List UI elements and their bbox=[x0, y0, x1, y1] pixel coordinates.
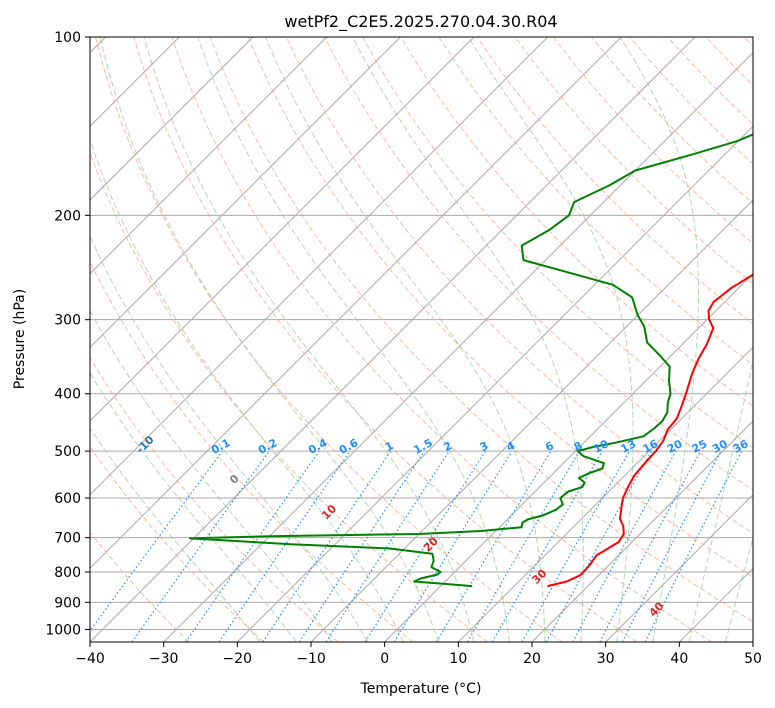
isotherm-line bbox=[236, 125, 753, 642]
mixing-ratio-label: 20 bbox=[665, 437, 685, 456]
mixing-ratio-line bbox=[218, 450, 351, 642]
mixing-ratio-label: 25 bbox=[690, 437, 710, 456]
y-tick-label: 500 bbox=[54, 444, 81, 460]
moist-adiabat-line bbox=[99, 37, 439, 642]
isotherm-line bbox=[163, 51, 753, 642]
y-tick-label: 800 bbox=[54, 565, 81, 581]
x-tick-label: −40 bbox=[75, 651, 105, 667]
grid-lines bbox=[90, 37, 753, 642]
y-tick-label: 100 bbox=[54, 30, 81, 46]
isotherm-line bbox=[90, 37, 696, 642]
mixing-ratio-line bbox=[298, 450, 425, 642]
y-tick-label: 1000 bbox=[45, 622, 81, 638]
mixing-ratio-label: 10 bbox=[591, 437, 611, 456]
isotherm-line bbox=[384, 272, 753, 642]
temperature-line bbox=[547, 273, 753, 588]
mixing-ratio-line bbox=[262, 450, 392, 642]
dry-adiabat-line bbox=[95, 37, 563, 642]
isotherm-line bbox=[531, 420, 753, 642]
moist-adiabat-line bbox=[688, 358, 753, 642]
moist-adiabat-line bbox=[265, 37, 546, 642]
moist-adiabat-line bbox=[143, 37, 475, 642]
dry-adiabat-line bbox=[90, 356, 339, 642]
isotherm-line bbox=[605, 493, 753, 642]
x-tick-label: −10 bbox=[296, 651, 326, 667]
dry-adiabat-line bbox=[438, 37, 753, 366]
dry-adiabat-line bbox=[90, 445, 264, 642]
moist-adiabat-line bbox=[90, 138, 404, 642]
moist-adiabat-line bbox=[90, 371, 297, 642]
mixing-ratio-line bbox=[131, 450, 270, 642]
moist-adiabat-line bbox=[90, 235, 369, 642]
mixing-ratio-label: 36 bbox=[731, 437, 751, 456]
isotherm-line bbox=[90, 37, 475, 422]
mixing-ratio-label: 30 bbox=[710, 437, 730, 456]
mixing-ratio-line bbox=[545, 450, 653, 642]
isotherm-line bbox=[90, 37, 254, 201]
moist-adiabat-line bbox=[197, 37, 510, 642]
x-tick-label: 30 bbox=[597, 651, 615, 667]
y-tick-label: 900 bbox=[54, 595, 81, 611]
mixing-ratio-line bbox=[325, 450, 450, 642]
dry-adiabat-line bbox=[133, 37, 638, 642]
y-tick-label: 300 bbox=[54, 313, 81, 329]
mixing-ratio-line bbox=[185, 450, 320, 642]
axes: −40 −30 −20 −10 0 10 20 30 40 50 100 200 300 400 500 60… bbox=[45, 30, 762, 667]
y-tick-label: 200 bbox=[54, 208, 81, 224]
dry-adiabat-line bbox=[90, 260, 414, 642]
isotherm-line bbox=[90, 37, 401, 349]
x-tick-label: 10 bbox=[449, 651, 467, 667]
isotherm-line bbox=[90, 37, 622, 570]
isotherm-line bbox=[90, 37, 328, 275]
dry-adiabat-line bbox=[209, 37, 753, 623]
mixing-ratio-line bbox=[393, 450, 513, 642]
dry-adiabat-line bbox=[90, 151, 488, 642]
y-tick-label: 400 bbox=[54, 387, 81, 403]
plot-frame bbox=[89, 36, 754, 643]
dry-adiabat-line bbox=[362, 37, 753, 449]
dry-adiabat-line bbox=[247, 37, 753, 578]
mixing-ratio-line bbox=[521, 450, 631, 642]
moist-adiabat-line bbox=[619, 37, 699, 642]
mixing-ratio-line bbox=[644, 450, 743, 642]
x-tick-label: 50 bbox=[744, 651, 762, 667]
dewpoint-line bbox=[188, 133, 753, 588]
dry-adiabat-line bbox=[171, 37, 712, 642]
x-tick-label: −20 bbox=[223, 651, 253, 667]
x-tick-label: 20 bbox=[523, 651, 541, 667]
mixing-ratio-line bbox=[90, 450, 223, 632]
y-axis-title: Pressure (hPa) bbox=[12, 289, 28, 389]
mixing-ratio-line bbox=[572, 450, 677, 642]
y-tick-label: 600 bbox=[54, 491, 81, 507]
dry-adiabat-line bbox=[90, 531, 190, 642]
isotherm-line bbox=[457, 346, 753, 642]
y-tick-label: 700 bbox=[54, 531, 81, 547]
dry-adiabat-line bbox=[514, 37, 753, 285]
x-tick-label: 0 bbox=[380, 651, 389, 667]
isotherm-line bbox=[90, 37, 549, 496]
dry-adiabat-line bbox=[324, 37, 753, 491]
mixing-ratio-label: 16 bbox=[641, 437, 661, 456]
mixing-ratio-label: 13 bbox=[619, 437, 639, 456]
series-group bbox=[188, 133, 753, 588]
x-tick-label: 40 bbox=[670, 651, 688, 667]
chart-title: wetPf2_C2E5.2025.270.04.30.R04 bbox=[284, 12, 557, 32]
x-tick-label: −30 bbox=[149, 651, 179, 667]
moist-adiabat-line bbox=[90, 309, 333, 642]
x-axis-title: Temperature (°C) bbox=[360, 681, 482, 697]
